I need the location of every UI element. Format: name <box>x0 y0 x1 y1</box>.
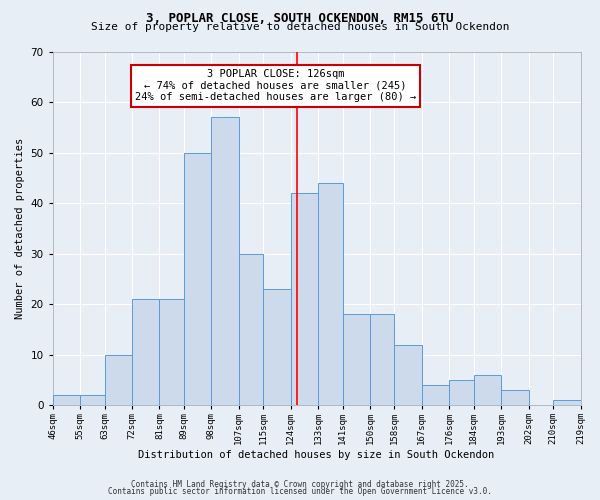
Text: Contains public sector information licensed under the Open Government Licence v3: Contains public sector information licen… <box>108 488 492 496</box>
Bar <box>263 289 290 405</box>
Bar <box>449 380 474 405</box>
Text: 3 POPLAR CLOSE: 126sqm
← 74% of detached houses are smaller (245)
24% of semi-de: 3 POPLAR CLOSE: 126sqm ← 74% of detached… <box>135 69 416 102</box>
Bar <box>290 193 318 405</box>
Bar <box>239 254 263 405</box>
Bar <box>211 117 239 405</box>
Bar <box>132 299 160 405</box>
Bar <box>318 183 343 405</box>
X-axis label: Distribution of detached houses by size in South Ockendon: Distribution of detached houses by size … <box>139 450 495 460</box>
Bar <box>80 395 104 405</box>
Bar <box>370 314 394 405</box>
Text: Size of property relative to detached houses in South Ockendon: Size of property relative to detached ho… <box>91 22 509 32</box>
Bar <box>474 375 501 405</box>
Bar <box>343 314 370 405</box>
Bar <box>160 299 184 405</box>
Bar <box>53 395 80 405</box>
Bar <box>553 400 581 405</box>
Bar <box>501 390 529 405</box>
Bar <box>422 385 449 405</box>
Bar <box>184 152 211 405</box>
Bar <box>394 344 422 405</box>
Text: 3, POPLAR CLOSE, SOUTH OCKENDON, RM15 6TU: 3, POPLAR CLOSE, SOUTH OCKENDON, RM15 6T… <box>146 12 454 26</box>
Bar <box>104 354 132 405</box>
Y-axis label: Number of detached properties: Number of detached properties <box>15 138 25 319</box>
Text: Contains HM Land Registry data © Crown copyright and database right 2025.: Contains HM Land Registry data © Crown c… <box>131 480 469 489</box>
